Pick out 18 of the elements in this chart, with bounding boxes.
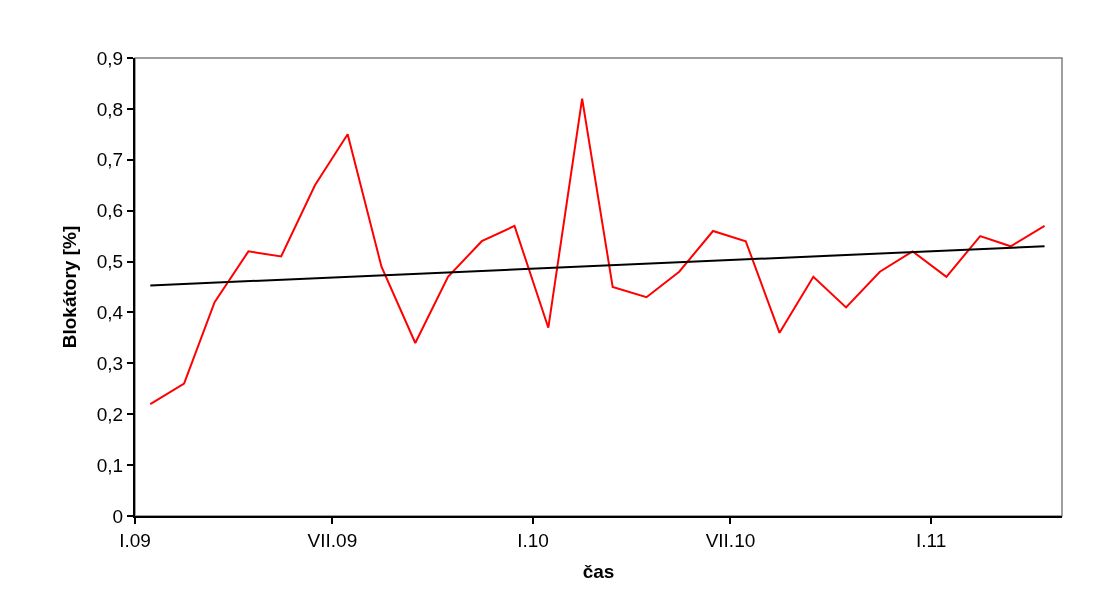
- y-tick-label: 0,6: [96, 200, 124, 222]
- y-tick-label: 0,9: [96, 47, 124, 69]
- y-tick-label: 0: [112, 505, 124, 527]
- x-tick-label: I.09: [119, 529, 151, 551]
- y-tick-label: 0,7: [96, 149, 124, 171]
- line-series: [149, 97, 1046, 406]
- x-axis-title: čas: [582, 561, 615, 583]
- y-axis-title: Blokátory [%]: [59, 225, 81, 349]
- y-tick-label: 0,5: [96, 251, 124, 273]
- y-tick-label: 0,3: [96, 352, 124, 374]
- y-tick-label: 0,8: [96, 98, 124, 120]
- x-tick-label: I.10: [517, 529, 549, 551]
- x-tick-label: VII.10: [705, 529, 756, 551]
- x-tick-label: I.11: [915, 529, 947, 551]
- y-tick-label: 0,2: [96, 403, 124, 425]
- y-tick-label: 0,4: [96, 302, 124, 324]
- y-tick-label: 0,1: [96, 454, 124, 476]
- x-tick-label: VII.09: [307, 529, 358, 551]
